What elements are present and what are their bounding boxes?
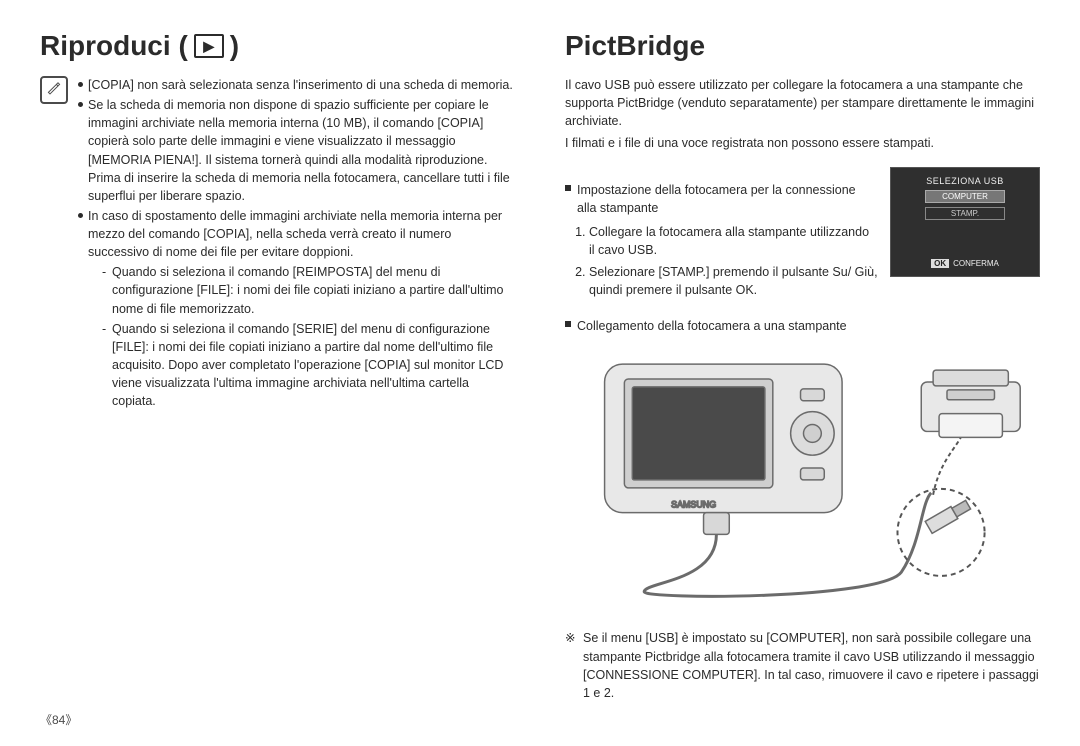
- title-text-left: Riproduci (: [40, 30, 188, 62]
- section-label-setup: Impostazione della fotocamera per la con…: [565, 181, 878, 217]
- play-icon: ▶: [194, 34, 224, 58]
- note-icon: [40, 76, 68, 104]
- step-item: Collegare la fotocamera alla stampante u…: [589, 223, 878, 259]
- bullet-item: In caso di spostamento delle immagini ar…: [78, 207, 515, 261]
- bullet-item: [COPIA] non sarà selezionata senza l'ins…: [78, 76, 515, 94]
- title-close-paren: ): [230, 30, 239, 62]
- lcd-title: SELEZIONA USB: [926, 176, 1004, 186]
- left-title: Riproduci ( ▶ ): [40, 30, 515, 62]
- intro-paragraph: Il cavo USB può essere utilizzato per co…: [565, 76, 1040, 130]
- section-label-connect: Collegamento della fotocamera a una stam…: [565, 317, 1040, 335]
- intro-paragraph-2: I filmati e i file di una voce registrat…: [565, 134, 1040, 152]
- connection-illustration: SAMSUNG: [565, 343, 1040, 623]
- lcd-preview: SELEZIONA USB COMPUTER STAMP. OK CONFERM…: [890, 167, 1040, 277]
- lcd-option-stamp: STAMP.: [925, 207, 1005, 220]
- left-body: [COPIA] non sarà selezionata senza l'ins…: [78, 76, 515, 412]
- bullet-item: Se la scheda di memoria non dispone di s…: [78, 96, 515, 205]
- sub-item: Quando si seleziona il comando [REIMPOST…: [102, 263, 515, 317]
- step-item: Selezionare [STAMP.] premendo il pulsant…: [589, 263, 878, 299]
- right-title: PictBridge: [565, 30, 1040, 62]
- footnote: Se il menu [USB] è impostato su [COMPUTE…: [565, 629, 1040, 702]
- lcd-confirm-label: CONFERMA: [953, 259, 999, 268]
- page-number: 《84》: [40, 711, 77, 728]
- lcd-option-computer: COMPUTER: [925, 190, 1005, 203]
- sub-item: Quando si seleziona il comando [SERIE] d…: [102, 320, 515, 411]
- lcd-footer: OK CONFERMA: [931, 259, 999, 268]
- svg-text:SAMSUNG: SAMSUNG: [671, 500, 716, 510]
- lcd-ok-badge: OK: [931, 259, 949, 268]
